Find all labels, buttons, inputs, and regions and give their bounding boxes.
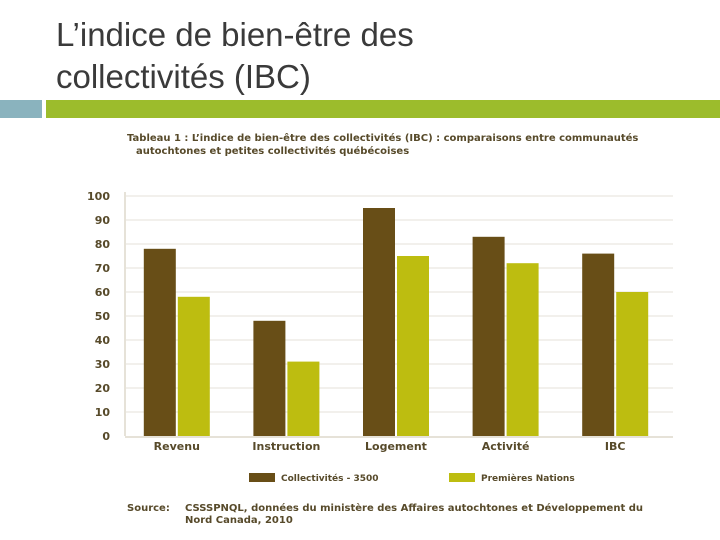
accent-bar-green: [46, 100, 720, 118]
chart-legend: Collectivités - 3500 Premières Nations: [249, 473, 575, 484]
x-tick-label: Revenu: [154, 440, 200, 453]
y-tick-label: 50: [95, 310, 111, 323]
source-label: Source:: [127, 503, 170, 514]
slide-title-line-2: collectivités (IBC): [56, 58, 311, 95]
legend-swatch-1: [449, 473, 475, 482]
y-axis-tick-labels: 0 10 20 30 40 50 60 70 80 90 100: [87, 190, 110, 443]
accent-bar-teal: [0, 100, 42, 118]
slide-title-line-1: L’indice de bien-être des: [56, 16, 414, 53]
x-tick-label: Activité: [482, 440, 530, 453]
y-tick-label: 20: [95, 382, 111, 395]
y-tick-label: 70: [95, 262, 111, 275]
y-tick-label: 0: [102, 430, 110, 443]
x-tick-label: IBC: [605, 440, 626, 453]
bar-premieres-nations-2: [397, 256, 429, 436]
bar-premieres-nations-0: [177, 296, 210, 436]
x-tick-label: Logement: [365, 440, 427, 453]
bar-premieres-nations-1: [287, 361, 320, 436]
y-tick-label: 40: [95, 334, 111, 347]
x-tick-label: Instruction: [252, 440, 320, 453]
legend-label-0: Collectivités - 3500: [281, 473, 379, 484]
chart-axes: [124, 192, 673, 438]
y-tick-label: 10: [95, 406, 111, 419]
figure-caption: Tableau 1 : L’indice de bien-être des co…: [127, 132, 687, 158]
bar-collectivites-1: [253, 320, 286, 436]
x-axis-tick-labels: Revenu Instruction Logement Activité IBC: [154, 440, 626, 453]
bar-premieres-nations-4: [616, 292, 649, 436]
bar-series: [143, 208, 649, 436]
bar-premieres-nations-3: [506, 263, 539, 436]
figure-caption-line-2: autochtones et petites collectivités qué…: [136, 146, 410, 157]
y-tick-label: 90: [95, 214, 111, 227]
source-text: CSSSPNQL, données du ministère des Affai…: [185, 503, 643, 526]
bar-collectivites-4: [582, 253, 615, 436]
figure-caption-line-1: Tableau 1 : L’indice de bien-être des co…: [127, 133, 639, 144]
legend-swatch-0: [249, 473, 275, 482]
legend-label-1: Premières Nations: [481, 473, 575, 484]
bar-collectivites-2: [363, 208, 395, 436]
bar-collectivites-3: [472, 236, 505, 436]
slide-title: L’indice de bien-être des collectivités …: [56, 14, 696, 98]
bar-collectivites-0: [143, 248, 176, 436]
y-tick-label: 80: [95, 238, 111, 251]
y-tick-label: 30: [95, 358, 111, 371]
y-tick-label: 100: [87, 190, 110, 203]
y-tick-label: 60: [95, 286, 111, 299]
